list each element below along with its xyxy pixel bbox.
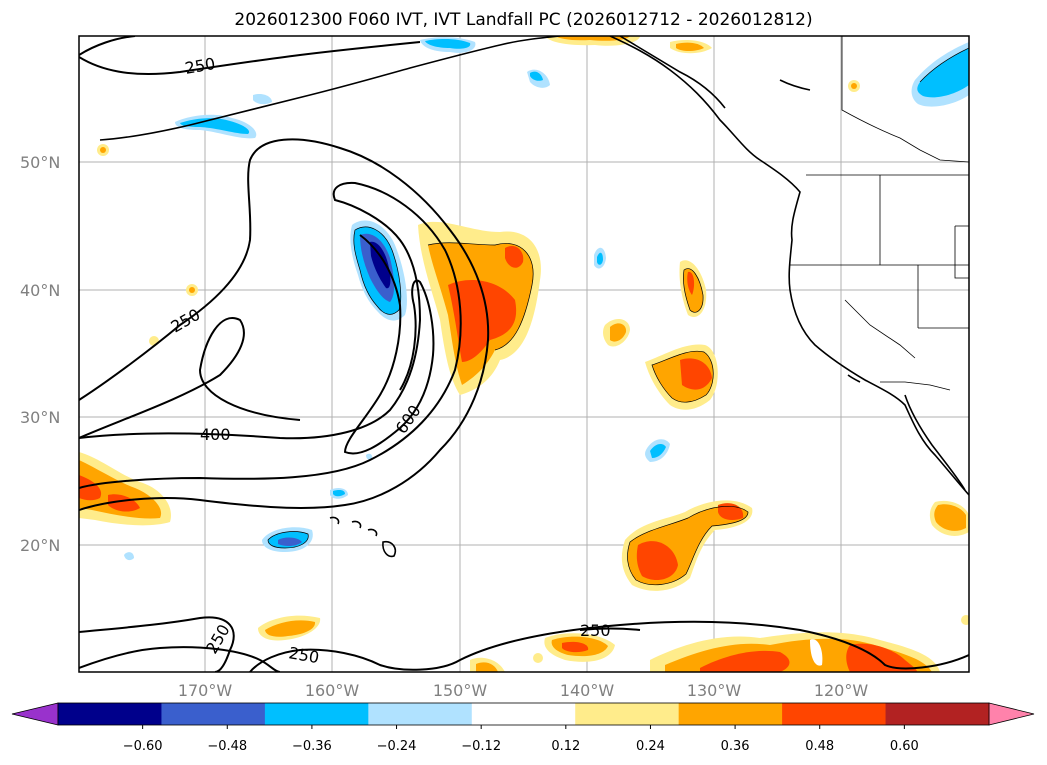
- lat-label-50n: 50°N: [20, 153, 60, 172]
- colorbar-tick-label: −0.24: [377, 739, 417, 754]
- pc-outlines: [267, 47, 969, 586]
- colorbar-cell: [782, 703, 887, 725]
- political-borders: [790, 36, 969, 391]
- contour-label-250-southeast: 250: [580, 621, 611, 640]
- colorbar-cell: [161, 703, 266, 725]
- lat-label-20n: 20°N: [20, 536, 60, 555]
- colorbar-tick-label: −0.48: [207, 739, 247, 754]
- gridlines: [79, 36, 969, 672]
- negative-pc-regions: [124, 37, 969, 561]
- map-frame: [78, 35, 970, 673]
- latitude-labels: 50°N 40°N 30°N 20°N: [20, 153, 60, 555]
- lon-label-120w: 120°W: [814, 681, 869, 700]
- colorbar-tick-label: 0.24: [636, 739, 665, 754]
- colorbar-tick-label: −0.36: [292, 739, 332, 754]
- map-title: 2026012300 F060 IVT, IVT Landfall PC (20…: [234, 10, 813, 30]
- lon-label-140w: 140°W: [560, 681, 615, 700]
- map-area: [79, 36, 969, 672]
- colorbar-tick-label: 0.36: [721, 739, 750, 754]
- colorbar: −0.60 −0.48 −0.36 −0.24 −0.12 0.12 0.24 0.36 0.4…: [11, 702, 1035, 754]
- colorbar-tick-label: 0.60: [890, 739, 919, 754]
- longitude-labels: 170°W 160°W 150°W 140°W 130°W 120°W: [178, 681, 869, 700]
- colorbar-tick-label: −0.12: [461, 739, 501, 754]
- colorbar-tick-label: −0.60: [123, 739, 163, 754]
- colorbar-tick-label: 0.12: [551, 739, 580, 754]
- colorbar-right-extend: [988, 702, 1035, 726]
- colorbar-cell: [471, 703, 576, 725]
- lat-label-40n: 40°N: [20, 281, 60, 300]
- lon-label-170w: 170°W: [178, 681, 233, 700]
- colorbar-cell: [58, 703, 162, 725]
- coastlines: [99, 36, 969, 558]
- colorbar-cell: [575, 703, 680, 725]
- colorbar-left-extend: [11, 702, 59, 726]
- colorbar-cell: [368, 703, 473, 725]
- colorbar-cell: [885, 703, 990, 725]
- colorbar-cell: [264, 703, 369, 725]
- lon-label-160w: 160°W: [305, 681, 360, 700]
- lon-label-150w: 150°W: [433, 681, 488, 700]
- colorbar-tick-label: 0.48: [805, 739, 834, 754]
- lon-label-130w: 130°W: [687, 681, 742, 700]
- contour-label-400: 400: [200, 425, 231, 444]
- colorbar-cell: [678, 703, 783, 725]
- lat-label-30n: 30°N: [20, 408, 60, 427]
